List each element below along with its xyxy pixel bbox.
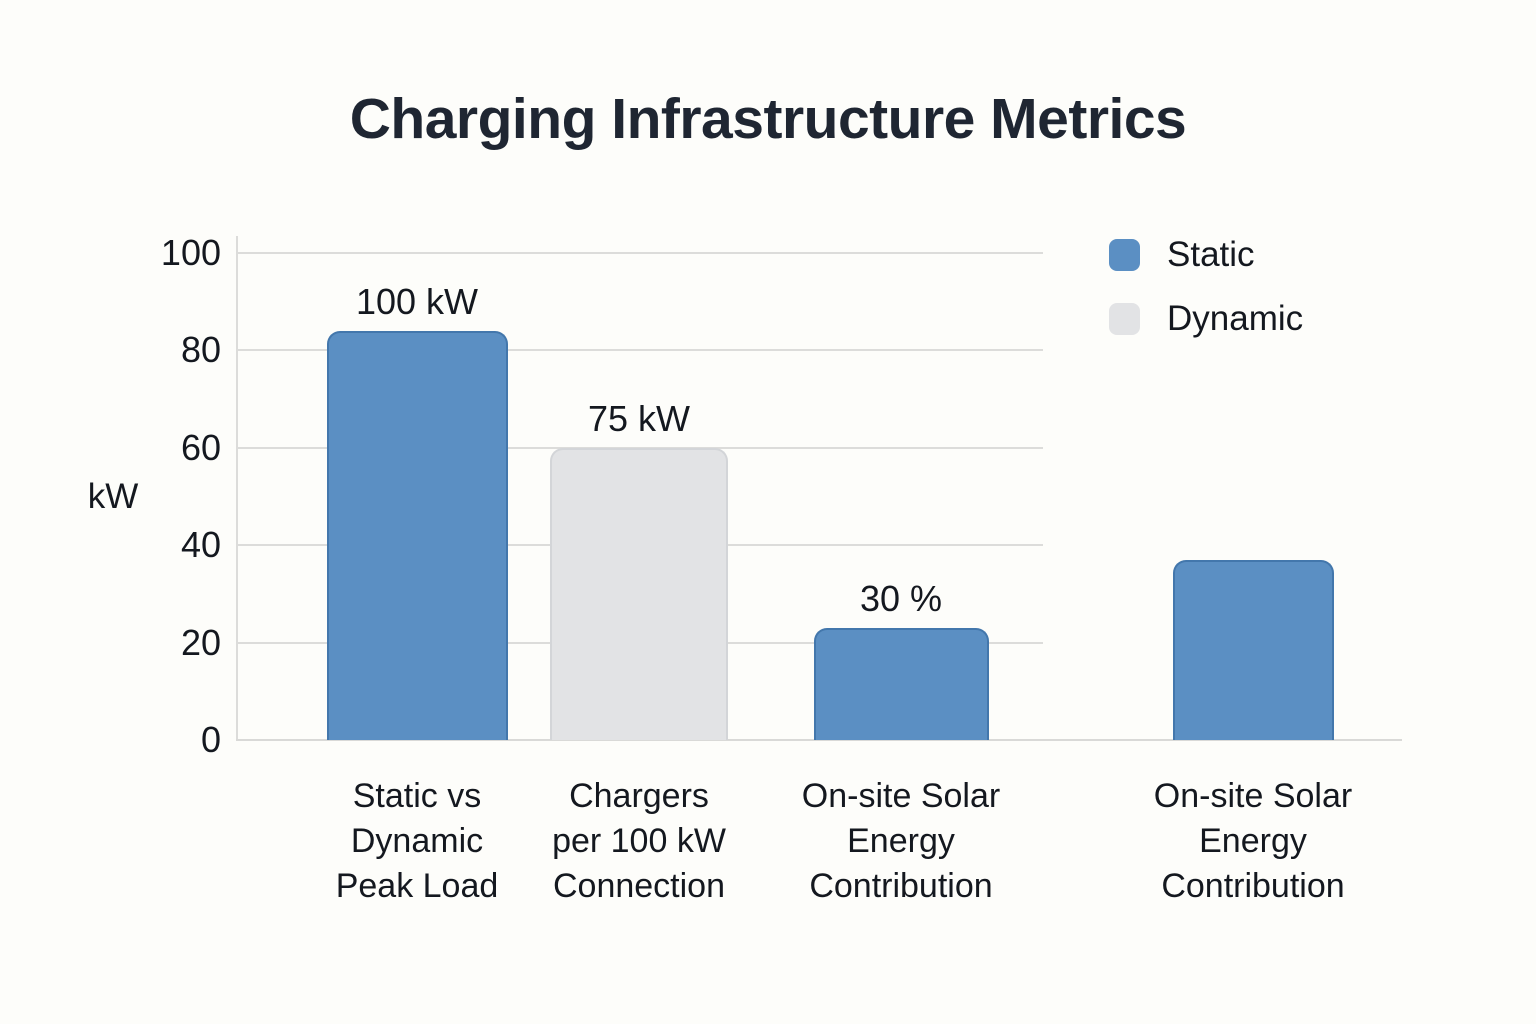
y-axis-line [236, 236, 238, 740]
y-tick-label-0: 0 [200, 719, 221, 760]
chart-title: Charging Infrastructure Metrics [349, 87, 1187, 151]
bar-2 [550, 447, 728, 740]
bar-value-label-3: 30 % [859, 577, 943, 619]
gridline-100 [236, 252, 1043, 254]
bar-value-label-2: 75 kW [587, 397, 691, 439]
legend-label: Dynamic [1167, 299, 1304, 338]
legend-swatch-dynamic [1109, 303, 1140, 335]
y-axis-label: kW [87, 477, 139, 516]
bar-4 [1172, 559, 1334, 740]
legend-item-static: Static [1109, 235, 1303, 274]
y-tick-label-60: 60 [180, 426, 221, 468]
legend: Static Dynamic [1109, 235, 1304, 366]
gridline-80 [236, 349, 1043, 352]
bar-3 [813, 627, 989, 740]
bar-value-label-1: 100 kW [355, 280, 479, 322]
legend-item-dynamic: Dynamic [1109, 299, 1304, 338]
y-tick-label-40: 40 [180, 524, 221, 566]
x-category-label-4: On-site Solar Energy Contribution [1153, 777, 1353, 905]
x-category-label-2: Chargers per 100 kW Connection [552, 777, 726, 905]
y-tick-label-80: 80 [180, 329, 221, 371]
bar-1 [326, 330, 508, 740]
y-tick-label-20: 20 [180, 621, 221, 663]
legend-label: Static [1167, 235, 1255, 274]
y-tick-label-100: 100 [160, 232, 221, 273]
x-category-label-3: On-site Solar Energy Contribution [801, 777, 1001, 905]
x-category-label-1: Static vs Dynamic Peak Load [335, 777, 499, 905]
x-axis-line [236, 739, 1402, 741]
legend-swatch-static [1109, 239, 1140, 271]
